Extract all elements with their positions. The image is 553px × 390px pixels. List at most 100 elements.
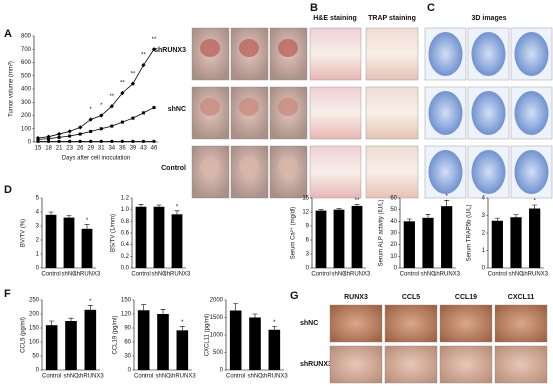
bar xyxy=(529,208,541,268)
x-tick-label: 26 xyxy=(77,146,84,152)
annotation: ** xyxy=(109,94,114,100)
trap-image xyxy=(365,86,419,140)
x-tick-label: 18 xyxy=(45,146,52,152)
y-tick-label: 60 xyxy=(390,196,397,202)
annotation: * xyxy=(89,299,92,305)
bar xyxy=(84,309,97,370)
data-point xyxy=(110,139,114,143)
panel-letter: C xyxy=(427,2,435,14)
mouse-head xyxy=(239,39,259,57)
bar xyxy=(157,314,169,370)
trap-image xyxy=(365,145,419,199)
data-point xyxy=(120,120,124,124)
mouse-head xyxy=(200,157,220,175)
x-tick-label: 46 xyxy=(151,146,158,152)
data-point xyxy=(47,137,51,141)
annotation: ** xyxy=(355,198,360,204)
error-bar xyxy=(233,303,239,311)
y-tick-label: 12 xyxy=(302,210,309,216)
y-tick-label: 4 xyxy=(36,210,40,216)
x-tick-label: shNC xyxy=(331,272,347,278)
error-bar xyxy=(66,215,72,218)
data-point xyxy=(110,124,114,128)
data-point xyxy=(99,127,103,131)
y-tick-label: 4 xyxy=(482,196,486,202)
y-tick-label: 120 xyxy=(121,312,132,318)
series-line xyxy=(37,49,155,139)
skull xyxy=(428,32,463,76)
data-point xyxy=(99,139,103,143)
x-tick-label: 34 xyxy=(108,146,115,152)
mouse-photo xyxy=(269,27,308,81)
error-bar xyxy=(425,214,431,218)
annotation: * xyxy=(90,107,93,113)
x-tick-label: Control xyxy=(41,272,60,278)
y-tick-label: 90 xyxy=(124,326,131,332)
data-point xyxy=(141,63,146,68)
error-bar xyxy=(141,304,147,311)
y-tick-label: 0.0 xyxy=(121,266,130,272)
y-tick-label: 2000 xyxy=(210,298,224,304)
bar xyxy=(81,228,93,268)
mouse-photo xyxy=(191,86,230,140)
ihc-image xyxy=(329,345,383,384)
data-point xyxy=(88,117,93,122)
x-tick-label: shRUNX3 xyxy=(433,272,460,278)
y-tick-label: 600 xyxy=(21,60,32,66)
bar xyxy=(135,206,147,268)
y-tick-label: 40 xyxy=(390,219,397,225)
y-tick-label: 50 xyxy=(390,207,397,213)
x-tick-label: 31 xyxy=(98,146,105,152)
y-tick-label: 3 xyxy=(482,213,486,219)
error-bar xyxy=(49,320,55,326)
ihc-image xyxy=(329,304,383,343)
he-image xyxy=(309,27,362,81)
y-axis-label: CXCL11 (pg/ml) xyxy=(205,314,211,357)
x-tick-label: shRUNX3 xyxy=(521,272,548,278)
annotation: * xyxy=(181,320,184,326)
y-tick-label: 1 xyxy=(36,252,40,258)
y-tick-label: 0 xyxy=(482,266,486,272)
series-line xyxy=(37,107,155,140)
data-point xyxy=(152,139,156,143)
annotation: ** xyxy=(131,71,136,77)
bar xyxy=(153,206,165,268)
error-bar xyxy=(513,214,519,218)
data-point xyxy=(36,139,40,143)
x-tick-label: shNC xyxy=(61,272,77,278)
y-tick-label: 60 xyxy=(124,340,131,346)
y-tick-label: 250 xyxy=(29,298,40,304)
ihc-image xyxy=(439,345,493,384)
x-tick-label: shRUNX3 xyxy=(74,272,101,278)
column-header: 3D images xyxy=(471,15,506,22)
data-point xyxy=(78,132,82,136)
data-point xyxy=(78,125,83,130)
y-axis-label: Serum TRAP5b (U/L) xyxy=(467,205,473,262)
skull xyxy=(471,150,506,194)
y-tick-label: 0 xyxy=(128,368,132,374)
skull xyxy=(428,150,463,194)
error-bar xyxy=(406,218,412,222)
he-image xyxy=(309,86,362,140)
panel-letter: B xyxy=(310,2,318,14)
y-axis-label: Tumor volume (mm³) xyxy=(9,61,15,117)
y-tick-label: 400 xyxy=(21,87,32,93)
error-bar xyxy=(48,211,54,215)
error-bar xyxy=(174,210,180,215)
annotation: ** xyxy=(120,81,125,87)
y-tick-label: 1.2 xyxy=(121,196,130,202)
error-bar xyxy=(532,204,538,209)
y-tick-label: 150 xyxy=(121,298,132,304)
y-tick-label: 30 xyxy=(124,354,131,360)
x-tick-label: shRUNX3 xyxy=(261,374,288,380)
y-tick-label: 0.6 xyxy=(121,231,130,237)
y-axis-label: BV/TV (%) xyxy=(21,219,27,247)
he-image xyxy=(309,145,362,199)
trap-image xyxy=(365,27,419,81)
data-point xyxy=(130,81,136,86)
ihc-image xyxy=(494,345,548,384)
bar xyxy=(403,221,415,268)
bar xyxy=(65,321,77,370)
y-tick-label: 1 xyxy=(482,248,486,254)
